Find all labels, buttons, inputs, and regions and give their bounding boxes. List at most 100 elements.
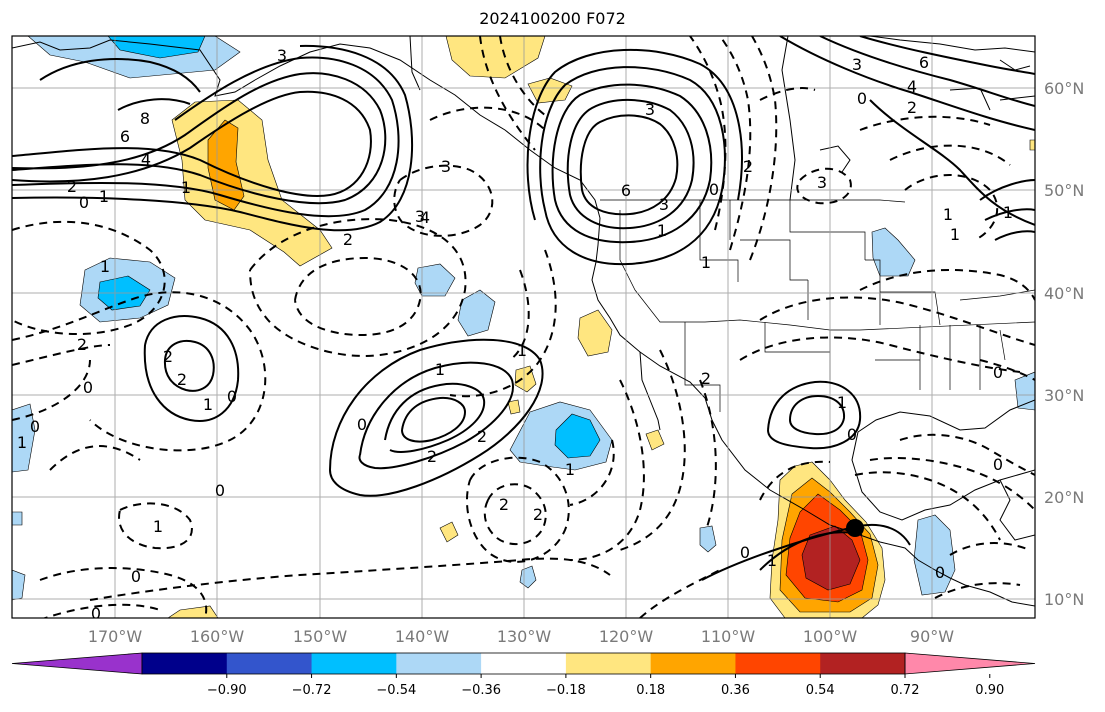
contour-label: 0 bbox=[357, 415, 367, 434]
contour-label: 6 bbox=[621, 181, 631, 200]
colorbar-tick-label: −0.54 bbox=[376, 683, 416, 698]
lon-label: 100°W bbox=[803, 627, 858, 646]
contour-label: 1 bbox=[99, 187, 109, 206]
contour-label: 1 bbox=[657, 221, 667, 240]
contour-label: 4 bbox=[420, 208, 430, 227]
lon-label: 110°W bbox=[701, 627, 756, 646]
contour-label: 2 bbox=[743, 157, 753, 176]
contour-label: 1 bbox=[153, 517, 163, 536]
colorbar-segment bbox=[311, 653, 397, 674]
contour-label: 0 bbox=[83, 378, 93, 397]
colorbar-segment bbox=[226, 653, 313, 674]
lon-label: 170°W bbox=[88, 627, 143, 646]
contour-label: 3 bbox=[415, 207, 425, 226]
colorbar-tick-label: −0.72 bbox=[292, 683, 332, 698]
contour-label: 0 bbox=[935, 563, 945, 582]
colorbar-segment bbox=[481, 653, 567, 674]
colorbar-tick-label: −0.18 bbox=[546, 683, 586, 698]
storm-center-marker bbox=[846, 519, 864, 537]
contour-label: 1 bbox=[701, 253, 711, 272]
contour-label: 6 bbox=[120, 127, 130, 146]
contour-label: 1 bbox=[100, 257, 110, 276]
contour-label: 0 bbox=[993, 363, 1003, 382]
lon-label: 150°W bbox=[293, 627, 348, 646]
solid-contours bbox=[12, 36, 1035, 581]
contour-label: 0 bbox=[740, 543, 750, 562]
longitude-labels: 170°W 160°W 150°W 140°W 130°W 120°W 110°… bbox=[88, 627, 954, 646]
contour-label: 1 bbox=[837, 393, 847, 412]
colorbar-tick-label: 0.72 bbox=[891, 683, 920, 698]
contour-label: 1 bbox=[1003, 203, 1013, 222]
contour-label: 0 bbox=[131, 567, 141, 586]
colorbar-tick-label: −0.90 bbox=[207, 683, 247, 698]
contour-label: 2 bbox=[499, 495, 509, 514]
contour-label: 0 bbox=[79, 193, 89, 212]
colorbar-ticks: −0.90 −0.72 −0.54 −0.36 −0.18 0.18 0.36 0.54 0.7… bbox=[207, 674, 1004, 698]
lat-label: 60°N bbox=[1044, 79, 1084, 98]
lon-label: 120°W bbox=[599, 627, 654, 646]
contour-label: 1 bbox=[517, 341, 527, 360]
lat-label: 20°N bbox=[1044, 488, 1084, 507]
gridlines bbox=[12, 36, 1035, 618]
map-frame bbox=[11, 35, 1036, 619]
lat-label: 10°N bbox=[1044, 590, 1084, 609]
contour-label: 2 bbox=[427, 447, 437, 466]
colorbar-segment bbox=[735, 653, 821, 674]
contour-label: 8 bbox=[140, 109, 150, 128]
contour-label: 1 bbox=[181, 178, 191, 197]
contour-label: 6 bbox=[919, 53, 929, 72]
contour-label: 0 bbox=[993, 455, 1003, 474]
lat-label: 30°N bbox=[1044, 386, 1084, 405]
contour-label: 3 bbox=[645, 100, 655, 119]
contour-label: 2 bbox=[163, 347, 173, 366]
contour-label: 1 bbox=[17, 433, 27, 452]
contour-label: 3 bbox=[659, 195, 669, 214]
dashed-contours bbox=[12, 36, 1035, 618]
colorbar-segment bbox=[396, 653, 482, 674]
lat-label: 40°N bbox=[1044, 284, 1084, 303]
colorbar-tick-label: 0.54 bbox=[806, 683, 835, 698]
colorbar-tick-label: 0.36 bbox=[721, 683, 750, 698]
contour-label: 0 bbox=[709, 180, 719, 199]
lon-label: 90°W bbox=[910, 627, 954, 646]
colorbar-segment bbox=[565, 653, 652, 674]
colorbar-tick-label: 0.90 bbox=[975, 683, 1004, 698]
contour-label: 0 bbox=[857, 89, 867, 108]
contour-label: 2 bbox=[67, 177, 77, 196]
contour-labels: 8 6 4 2 1 0 1 2 3 4 3 2 0 1 2 0 2 1 0 1 … bbox=[17, 46, 1013, 623]
contour-label: 3 bbox=[277, 46, 287, 65]
contour-label: 2 bbox=[177, 370, 187, 389]
lat-label: 50°N bbox=[1044, 181, 1084, 200]
contour-label: 1 bbox=[950, 225, 960, 244]
contour-label: 0 bbox=[91, 604, 101, 623]
contour-label: 1 bbox=[767, 551, 777, 570]
contour-label: 2 bbox=[77, 335, 87, 354]
contour-label: 2 bbox=[907, 98, 917, 117]
colorbar-outline bbox=[141, 652, 906, 675]
coastlines bbox=[12, 36, 1035, 607]
contour-label: 1 bbox=[435, 360, 445, 379]
colorbar-extension-min bbox=[11, 652, 143, 675]
colorbar-tick-label: 0.18 bbox=[636, 683, 665, 698]
contour-label: 2 bbox=[343, 230, 353, 249]
contour-label: 0 bbox=[227, 387, 237, 406]
contour-label: 4 bbox=[141, 150, 151, 169]
contour-label: 1 bbox=[203, 395, 213, 414]
map-area: 8 6 4 2 1 0 1 2 3 4 3 2 0 1 2 0 2 1 0 1 … bbox=[12, 36, 1035, 623]
lon-label: 160°W bbox=[190, 627, 245, 646]
latitude-labels: 60°N 50°N 40°N 30°N 20°N 10°N bbox=[1044, 79, 1084, 609]
contour-label: 0 bbox=[215, 481, 225, 500]
contour-label: 2 bbox=[477, 427, 487, 446]
colorbar bbox=[11, 652, 1036, 675]
colorbar-extension-max bbox=[904, 652, 1036, 675]
contour-label: 2 bbox=[701, 369, 711, 388]
colorbar-segment bbox=[650, 653, 736, 674]
map-title: 2024100200 F072 bbox=[479, 9, 626, 28]
contour-label: 3 bbox=[817, 173, 827, 192]
contour-label: 0 bbox=[30, 417, 40, 436]
contour-label: 2 bbox=[533, 505, 543, 524]
contour-label: 3 bbox=[852, 55, 862, 74]
contour-label: 0 bbox=[847, 425, 857, 444]
lon-label: 130°W bbox=[497, 627, 552, 646]
